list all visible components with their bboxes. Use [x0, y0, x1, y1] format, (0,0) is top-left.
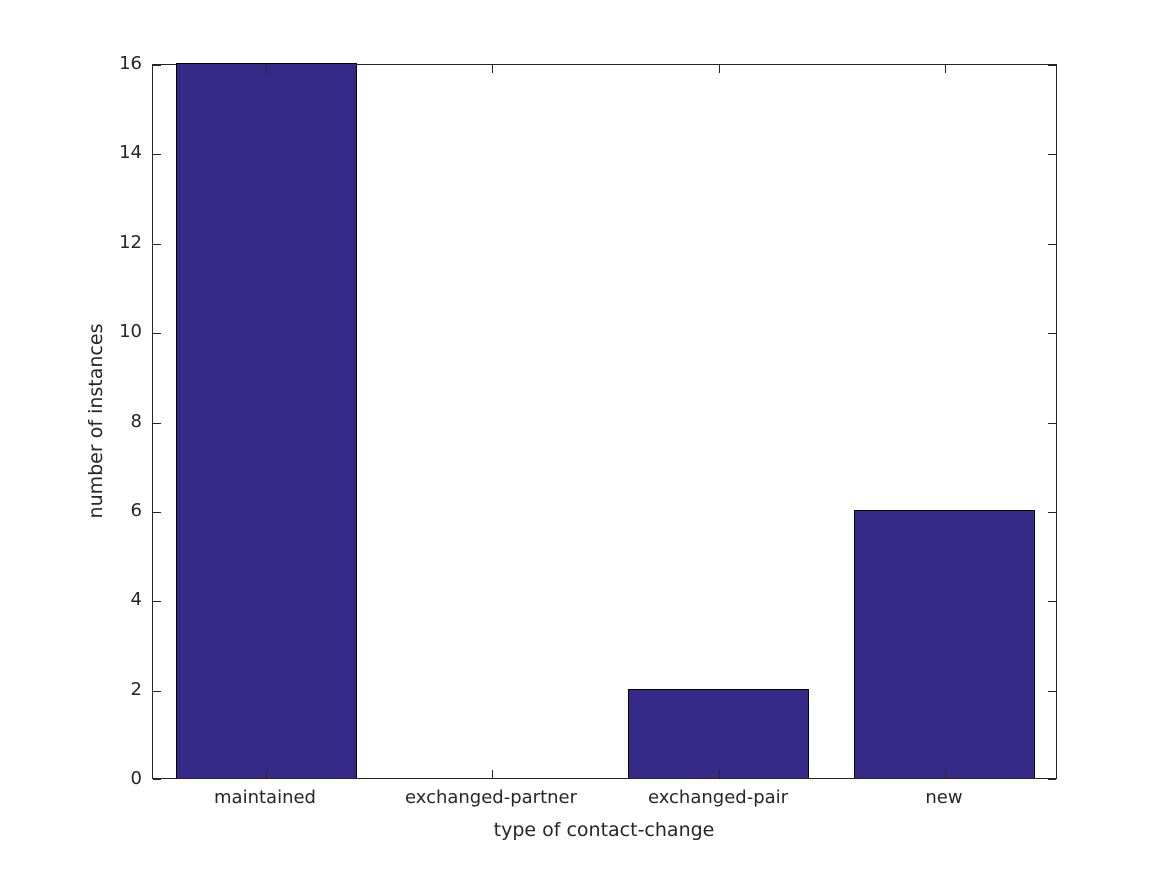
x-tick-label-maintained: maintained: [214, 787, 316, 808]
y-tick-label: 4: [130, 589, 142, 610]
x-tick-label-new: new: [925, 787, 963, 808]
bar-exchanged-pair: [628, 689, 809, 778]
y-tick-left: [153, 601, 161, 602]
y-tick-right: [1048, 601, 1056, 602]
y-tick-left: [153, 691, 161, 692]
y-tick-left: [153, 512, 161, 513]
x-tick-top: [945, 65, 946, 73]
bar-maintained: [176, 63, 357, 778]
y-tick-right: [1048, 244, 1056, 245]
x-axis-label: type of contact-change: [493, 819, 715, 841]
x-tick-label-exchanged-partner: exchanged-partner: [404, 787, 578, 808]
y-tick-left: [153, 154, 161, 155]
y-tick-label: 12: [119, 232, 142, 253]
x-tick-bottom: [266, 770, 267, 778]
x-tick-top: [266, 65, 267, 73]
y-tick-right: [1048, 423, 1056, 424]
y-tick-left: [153, 244, 161, 245]
x-tick-top: [719, 65, 720, 73]
x-tick-bottom: [492, 770, 493, 778]
y-tick-label: 10: [119, 321, 142, 342]
y-tick-label: 2: [130, 679, 142, 700]
plot-area: [152, 63, 1057, 780]
y-tick-right: [1048, 333, 1056, 334]
y-tick-right: [1048, 512, 1056, 513]
x-tick-label-exchanged-pair: exchanged-pair: [647, 787, 789, 808]
x-tick-top: [492, 65, 493, 73]
y-tick-label: 0: [130, 768, 142, 789]
y-tick-label: 6: [130, 500, 142, 521]
y-tick-right: [1048, 154, 1056, 155]
x-tick-bottom: [719, 770, 720, 778]
y-tick-left: [153, 423, 161, 424]
y-tick-label: 14: [119, 142, 142, 163]
bar-new: [854, 510, 1035, 778]
y-tick-left: [153, 333, 161, 334]
y-tick-left: [153, 779, 161, 780]
y-tick-right: [1048, 691, 1056, 692]
y-tick-right: [1048, 65, 1056, 66]
y-tick-left: [153, 65, 161, 66]
y-axis-label: number of instances: [85, 323, 107, 519]
y-tick-label: 8: [130, 411, 142, 432]
y-tick-right: [1048, 779, 1056, 780]
y-tick-label: 16: [119, 53, 142, 74]
x-tick-bottom: [945, 770, 946, 778]
